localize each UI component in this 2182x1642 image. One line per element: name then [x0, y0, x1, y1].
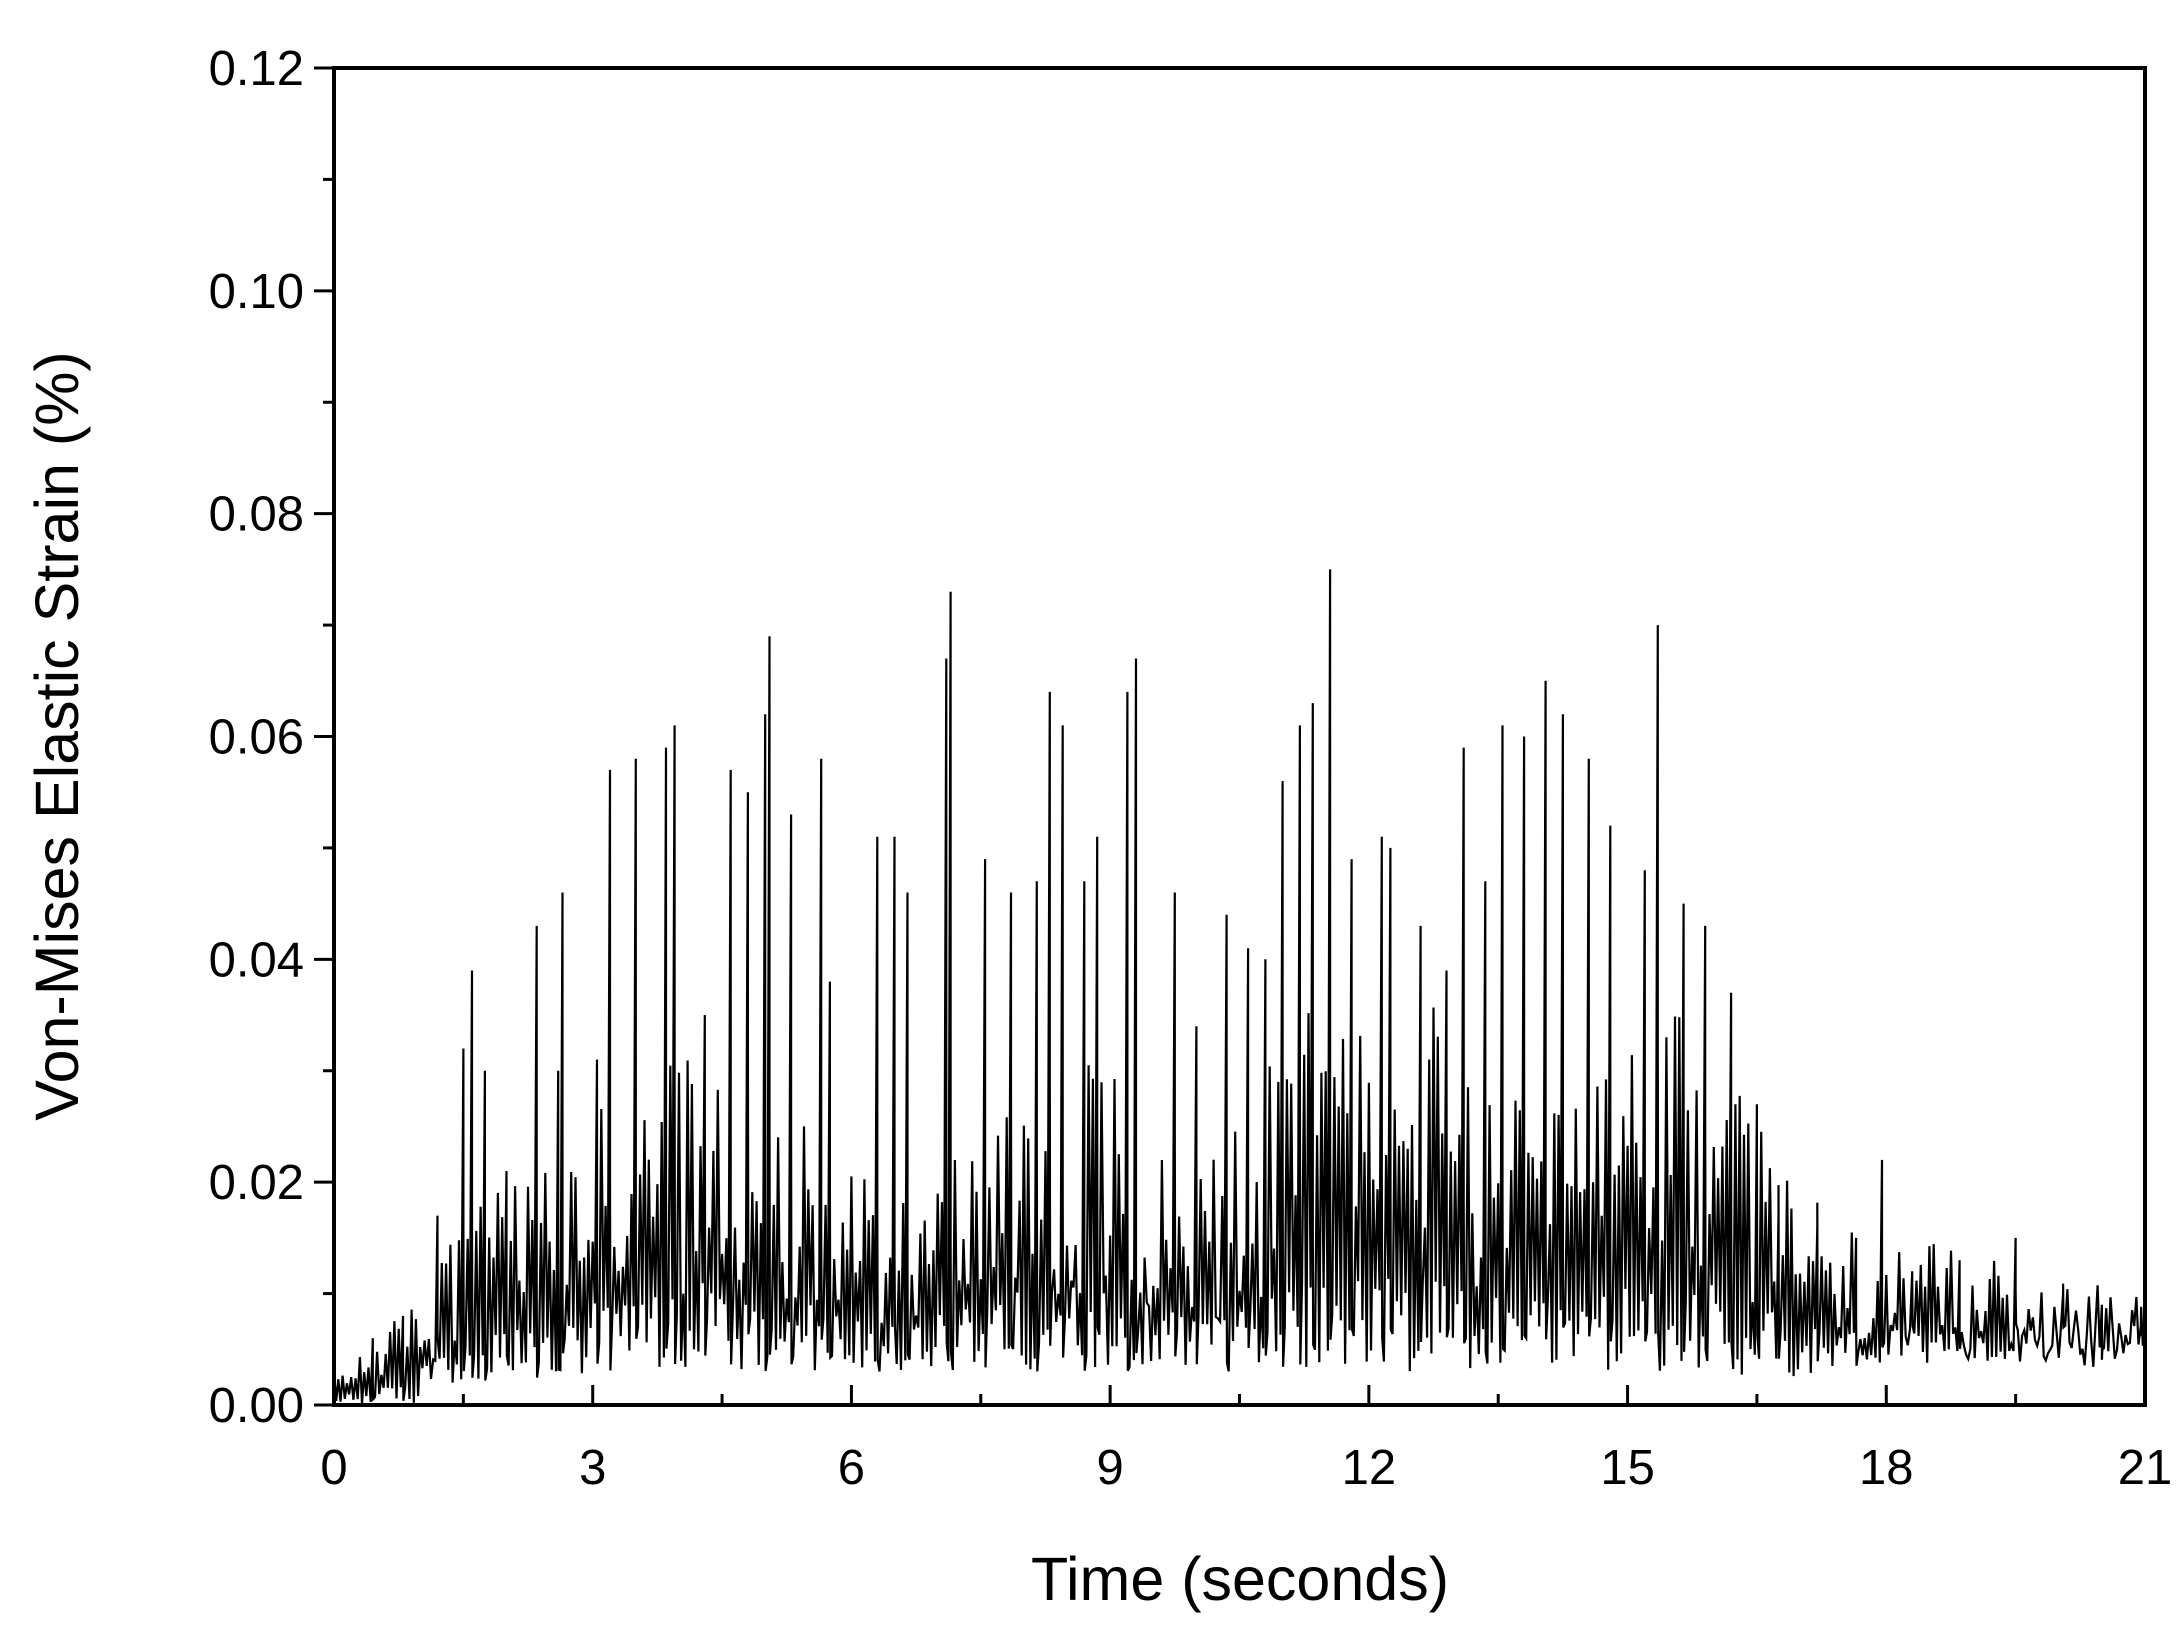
y-tick-label: 0.08 [209, 488, 304, 542]
x-tick-label: 12 [1342, 1441, 1397, 1495]
plot-area [332, 569, 2146, 1404]
y-tick-label: 0.12 [209, 42, 304, 96]
x-tick-label: 18 [1859, 1441, 1914, 1495]
plot-frame [332, 66, 2147, 1407]
y-tick-label: 0.10 [209, 265, 304, 319]
strain-series-line [332, 569, 2146, 1404]
x-tick-label: 6 [838, 1441, 865, 1495]
x-tick-label: 9 [1097, 1441, 1124, 1495]
x-tick-label: 15 [1600, 1441, 1655, 1495]
x-axis-title: Time (seconds) [1031, 1545, 1449, 1613]
x-axis-ticks: 0 3 6 9 12 15 18 21 [320, 1385, 2172, 1495]
x-tick-label: 3 [579, 1441, 606, 1495]
x-tick-label: 0 [320, 1441, 347, 1495]
y-tick-label: 0.06 [209, 711, 304, 765]
y-axis-ticks: 0.00 0.02 0.04 0.06 0.08 0.10 0.12 [209, 42, 334, 1433]
y-tick-label: 0.04 [209, 933, 304, 987]
x-tick-label: 21 [2118, 1441, 2173, 1495]
y-axis-title: Von-Mises Elastic Strain (%) [23, 351, 91, 1121]
y-tick-label: 0.00 [209, 1379, 304, 1433]
y-tick-label: 0.02 [209, 1156, 304, 1210]
